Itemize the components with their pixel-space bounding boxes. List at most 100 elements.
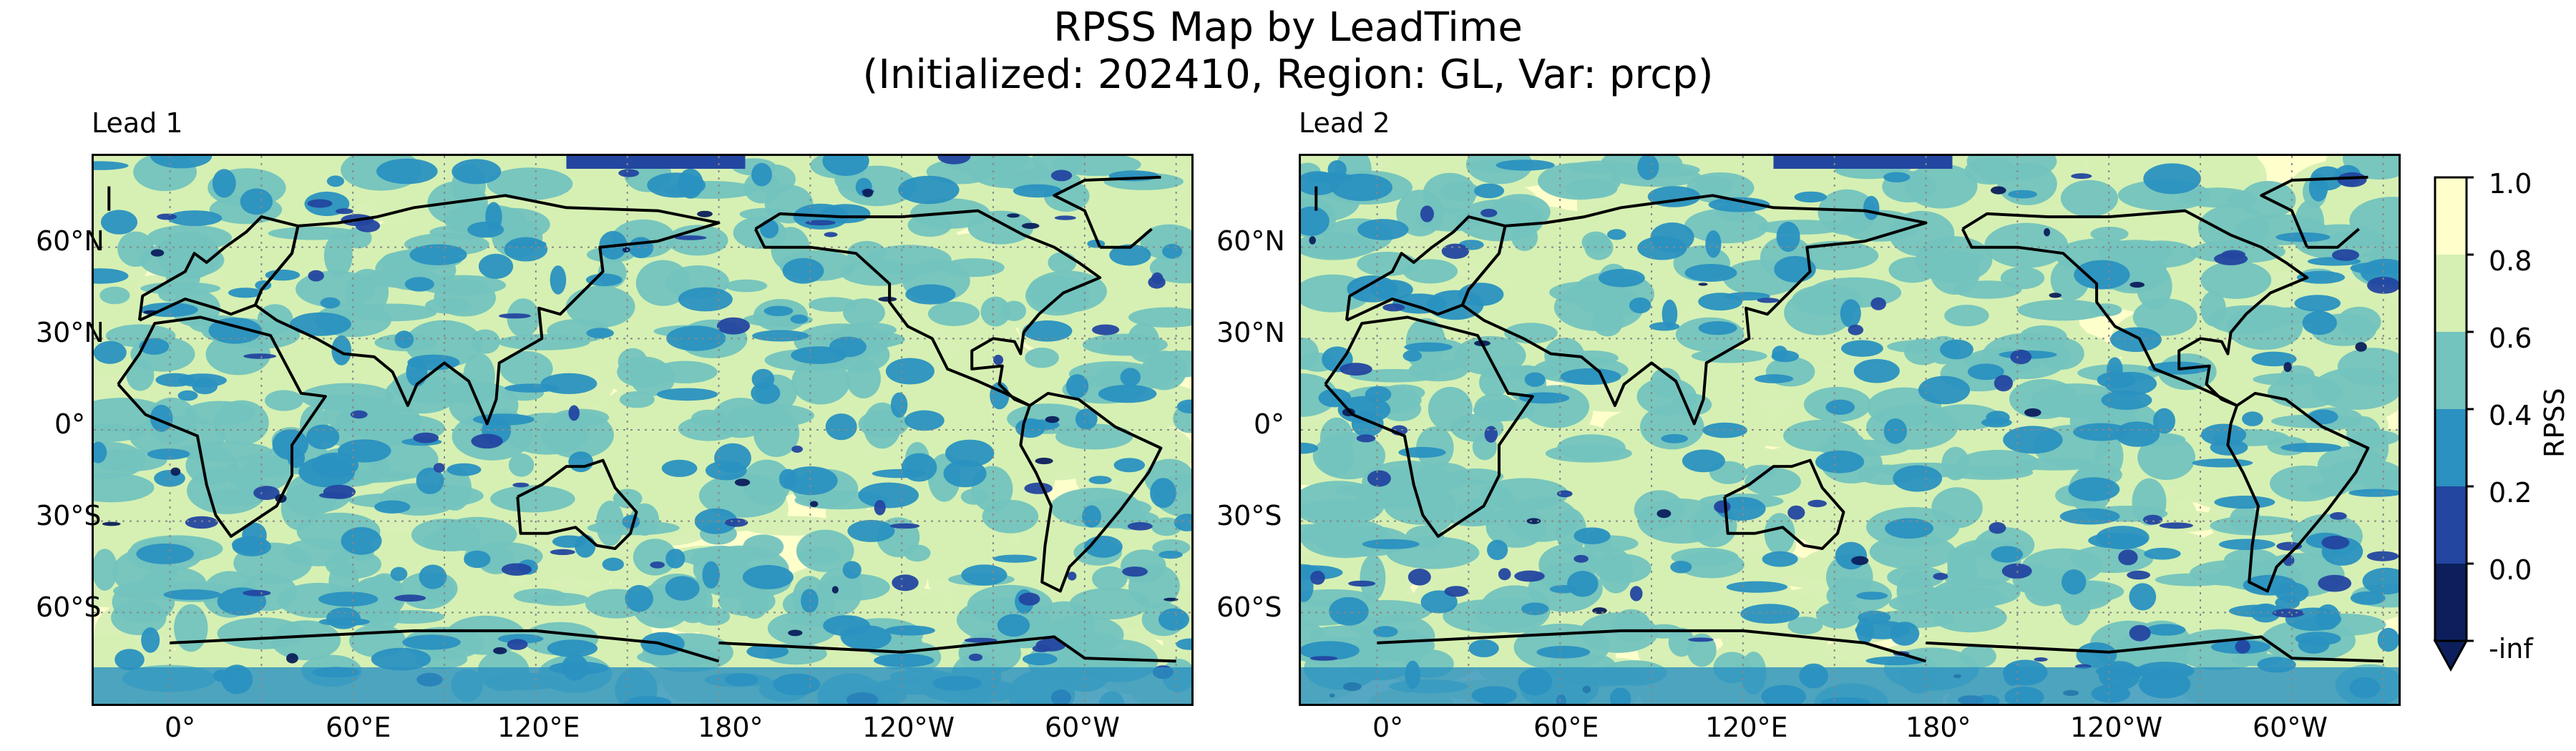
rpss-cell xyxy=(1373,626,1398,637)
rpss-cell xyxy=(433,463,445,473)
rpss-cell xyxy=(1316,532,1370,554)
rpss-cell xyxy=(1396,190,1444,237)
rpss-cell xyxy=(1755,374,1794,383)
rpss-cell xyxy=(1967,363,2004,381)
rpss-cell xyxy=(1454,335,1526,376)
rpss-cell xyxy=(323,484,356,499)
rpss-cell xyxy=(141,627,160,653)
rpss-cell xyxy=(1856,592,1888,600)
rpss-cell xyxy=(1521,602,1549,616)
rpss-cell xyxy=(1740,604,1800,624)
rpss-cell xyxy=(226,453,291,493)
rpss-cell xyxy=(485,202,502,232)
coastline-greenland xyxy=(2307,227,2360,249)
rpss-cell xyxy=(1487,539,1508,561)
rpss-cell xyxy=(2296,270,2346,284)
rpss-cell xyxy=(1496,159,1555,171)
rpss-cell xyxy=(1113,458,1146,473)
rpss-cell xyxy=(969,156,1048,188)
rpss-cell xyxy=(447,463,482,476)
rpss-cell xyxy=(1055,423,1133,450)
rpss-cell xyxy=(499,313,531,319)
rpss-cell xyxy=(2153,408,2175,434)
rpss-cell xyxy=(1033,601,1095,646)
rpss-cell xyxy=(147,448,190,460)
rpss-map-lead-2 xyxy=(1299,154,2401,706)
rpss-cell xyxy=(504,237,548,262)
rpss-cell xyxy=(1705,230,1722,258)
coastline-africa xyxy=(117,315,327,538)
rpss-cell xyxy=(1944,569,1978,586)
rpss-cell xyxy=(961,564,1008,586)
rpss-cell xyxy=(1757,220,1845,235)
rpss-cell xyxy=(2218,539,2275,550)
rpss-cell xyxy=(1787,617,1823,635)
rpss-cell xyxy=(2143,163,2201,195)
rpss-cell xyxy=(2101,391,2152,410)
rpss-cell xyxy=(2197,204,2269,252)
rpss-cell xyxy=(1783,420,1859,452)
rpss-cell xyxy=(1479,585,1551,633)
rpss-cell xyxy=(487,167,573,200)
rpss-cell xyxy=(1629,586,1643,602)
rpss-cell xyxy=(2235,639,2250,654)
rpss-cell xyxy=(1698,321,1737,335)
rpss-cell xyxy=(1714,500,1731,514)
rpss-cell xyxy=(905,284,956,305)
rpss-cell xyxy=(1480,208,1498,217)
rpss-cell xyxy=(1176,399,1191,413)
rpss-cell xyxy=(1944,305,1989,327)
rpss-cell xyxy=(1498,568,1511,581)
rpss-cell xyxy=(1890,622,1920,646)
coastline-australia xyxy=(1723,458,1845,550)
rpss-cell xyxy=(1407,569,1431,586)
rpss-cell xyxy=(1444,586,1468,597)
rpss-cell xyxy=(842,561,862,579)
rpss-cell xyxy=(734,478,751,486)
rpss-cell xyxy=(1888,257,1936,283)
rpss-cell xyxy=(1840,299,1861,328)
rpss-cell xyxy=(1025,275,1090,316)
rpss-cell xyxy=(2068,477,2120,501)
rpss-cell xyxy=(205,333,271,376)
rpss-cell xyxy=(320,297,341,309)
rpss-cell xyxy=(552,535,587,548)
rpss-cell xyxy=(111,600,167,635)
rpss-cell xyxy=(419,564,447,589)
rpss-cell xyxy=(1301,641,1360,660)
coastline-europe xyxy=(1345,215,1507,322)
rpss-cell xyxy=(2242,411,2263,426)
lat-tick-label: 30°N xyxy=(36,317,104,348)
rpss-cell xyxy=(490,485,575,513)
rpss-cell xyxy=(2268,376,2343,408)
rpss-cell xyxy=(550,549,575,556)
rpss-cell xyxy=(2317,446,2385,484)
rpss-cell xyxy=(1484,426,1498,443)
coastline-asia xyxy=(253,194,721,426)
coastline-asia xyxy=(1460,194,1928,426)
rpss-cell xyxy=(1574,527,1611,544)
rpss-cell xyxy=(99,286,130,305)
rpss-cell xyxy=(136,543,194,564)
rpss-cell xyxy=(633,539,677,576)
rpss-cell xyxy=(2147,624,2186,636)
coastline-greenland xyxy=(1053,175,1161,248)
colorbar-bin xyxy=(2435,409,2467,486)
rpss-cell xyxy=(2029,383,2122,418)
rpss-cell xyxy=(464,550,491,569)
rpss-cell xyxy=(904,410,945,431)
colorbar-title: RPSS xyxy=(2539,388,2570,458)
rpss-cell xyxy=(942,258,1005,278)
rpss-cell xyxy=(1684,208,1769,244)
rpss-cell xyxy=(2192,458,2253,468)
figure-subtitle: (Initialized: 202410, Region: GL, Var: p… xyxy=(862,51,1714,98)
rpss-cell xyxy=(2129,282,2145,288)
rpss-cell xyxy=(345,227,372,249)
colorbar-bin xyxy=(2435,486,2467,564)
rpss-cell xyxy=(2143,514,2163,525)
rpss-cell xyxy=(374,500,411,514)
rpss-cell xyxy=(825,413,857,441)
lon-tick-label: 120°W xyxy=(862,712,955,743)
rpss-cell xyxy=(784,466,838,496)
rpss-cell xyxy=(1807,499,1827,508)
